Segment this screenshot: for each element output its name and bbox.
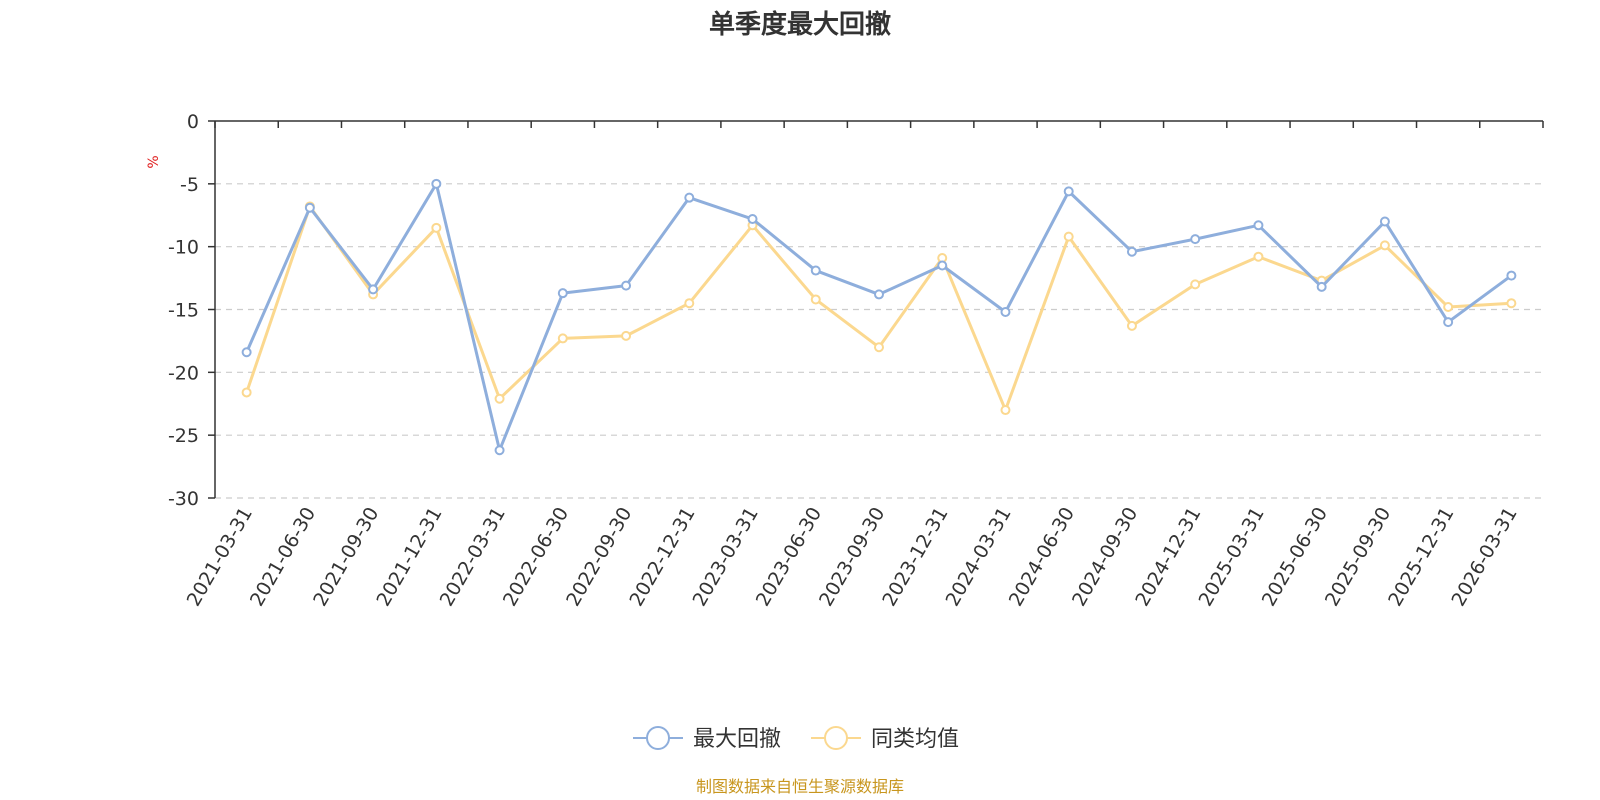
data-point[interactable]	[431, 178, 442, 189]
data-point[interactable]	[494, 445, 505, 456]
data-point[interactable]	[557, 333, 568, 344]
legend-label: 最大回撤	[693, 727, 781, 752]
x-tick-label: 2021-09-30	[309, 504, 383, 611]
x-tick-label: 2021-06-30	[246, 504, 320, 611]
data-point[interactable]	[621, 330, 632, 341]
data-point[interactable]	[1443, 317, 1454, 328]
series-line-2	[245, 204, 1513, 412]
data-point[interactable]	[494, 393, 505, 404]
data-point[interactable]	[304, 202, 315, 213]
x-tick-label: 2022-09-30	[562, 504, 636, 611]
data-point[interactable]	[1253, 251, 1264, 262]
x-tick-label: 2023-12-31	[878, 503, 952, 610]
legend-marker-icon	[824, 726, 848, 750]
data-point[interactable]	[810, 265, 821, 276]
chart-title: 单季度最大回撤	[709, 9, 891, 40]
data-point[interactable]	[241, 347, 252, 358]
data-point[interactable]	[810, 294, 821, 305]
x-tick-label: 2023-06-30	[752, 504, 826, 611]
y-tick-label: -10	[168, 237, 199, 259]
data-point[interactable]	[1316, 281, 1327, 292]
data-point[interactable]	[431, 222, 442, 233]
axes: 0-5-10-15-20-25-302021-03-312021-06-3020…	[168, 111, 1544, 611]
x-tick-label: 2025-06-30	[1258, 504, 1332, 611]
x-tick-label: 2024-09-30	[1068, 504, 1142, 611]
data-point[interactable]	[1126, 246, 1137, 257]
x-tick-label: 2024-03-31	[942, 504, 1016, 611]
data-point[interactable]	[241, 387, 252, 398]
y-tick-label: -15	[168, 300, 199, 322]
data-point[interactable]	[1063, 186, 1074, 197]
y-tick-label: -20	[168, 362, 199, 384]
series-lines	[241, 178, 1517, 456]
x-tick-label: 2021-12-31	[372, 504, 446, 611]
y-tick-label: -5	[180, 174, 199, 196]
data-point[interactable]	[1443, 301, 1454, 312]
y-tick-label: -30	[168, 488, 199, 510]
data-source-note: 制图数据来自恒生聚源数据库	[696, 777, 904, 796]
x-tick-label: 2022-03-31	[436, 503, 510, 610]
x-tick-label: 2026-03-31	[1447, 504, 1521, 611]
legend-marker-icon	[646, 726, 670, 750]
x-tick-label: 2024-06-30	[1005, 504, 1079, 611]
x-tick-label: 2025-03-31	[1194, 504, 1268, 611]
x-tick-label: 2025-12-31	[1384, 504, 1458, 611]
x-tick-label: 2023-09-30	[815, 504, 889, 611]
x-tick-label: 2022-06-30	[499, 504, 573, 611]
data-point[interactable]	[557, 288, 568, 299]
data-point[interactable]	[1126, 320, 1137, 331]
data-point[interactable]	[874, 342, 884, 353]
x-tick-label: 2023-03-31	[689, 504, 763, 611]
data-point[interactable]	[1190, 279, 1201, 290]
data-point[interactable]	[1000, 405, 1011, 416]
data-point[interactable]	[937, 260, 948, 271]
data-point[interactable]	[621, 280, 632, 291]
data-point[interactable]	[1000, 307, 1011, 318]
x-tick-label: 2022-12-31	[625, 504, 699, 611]
data-point[interactable]	[1063, 231, 1074, 242]
data-point[interactable]	[684, 192, 695, 203]
y-tick-label: -25	[168, 425, 199, 447]
y-tick-label: 0	[187, 111, 199, 133]
data-point[interactable]	[1379, 240, 1390, 251]
x-tick-label: 2024-12-31	[1131, 504, 1205, 611]
data-point[interactable]	[874, 289, 884, 300]
grid-lines	[215, 183, 1543, 499]
data-point[interactable]	[368, 284, 379, 295]
data-point[interactable]	[684, 298, 695, 309]
data-point[interactable]	[1506, 270, 1517, 281]
x-tick-label: 2021-03-31	[183, 504, 257, 611]
y-axis-unit-label: %	[146, 155, 162, 168]
data-point[interactable]	[747, 214, 758, 225]
legend-label: 同类均值	[871, 727, 959, 752]
data-point[interactable]	[1253, 220, 1264, 231]
data-point[interactable]	[1190, 234, 1201, 245]
legend-item-1[interactable]: 最大回撤	[633, 726, 781, 752]
data-point[interactable]	[1379, 216, 1390, 227]
x-tick-label: 2025-09-30	[1321, 504, 1395, 611]
data-point[interactable]	[1506, 298, 1517, 309]
legend-item-2[interactable]: 同类均值	[811, 726, 959, 752]
legend[interactable]: 最大回撤 同类均值	[633, 726, 959, 752]
